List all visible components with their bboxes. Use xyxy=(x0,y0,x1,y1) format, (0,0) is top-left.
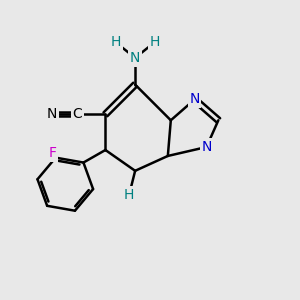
Text: C: C xyxy=(72,107,82,121)
Text: N: N xyxy=(201,140,212,154)
Text: H: H xyxy=(111,35,121,50)
Text: N: N xyxy=(189,92,200,106)
Text: H: H xyxy=(149,35,160,50)
Text: N: N xyxy=(130,51,140,65)
Text: N: N xyxy=(47,107,57,121)
Text: F: F xyxy=(49,146,57,161)
Text: H: H xyxy=(124,188,134,202)
